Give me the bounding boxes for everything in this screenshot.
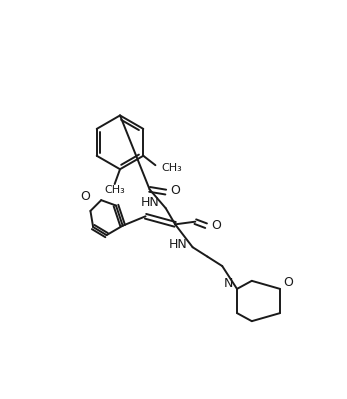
Text: HN: HN (140, 196, 159, 209)
Text: O: O (283, 277, 294, 290)
Text: N: N (223, 277, 233, 290)
Text: O: O (80, 190, 90, 203)
Text: CH₃: CH₃ (161, 163, 182, 173)
Text: CH₃: CH₃ (104, 185, 125, 195)
Text: HN: HN (169, 238, 187, 251)
Text: O: O (171, 184, 180, 197)
Text: O: O (211, 219, 221, 232)
